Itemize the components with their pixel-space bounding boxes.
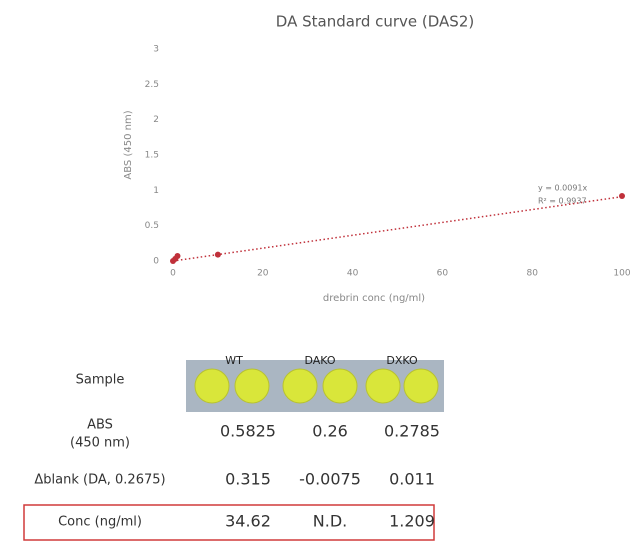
sample-label: DAKO [304,354,335,367]
chart-title: DA Standard curve (DAS2) [276,13,474,31]
cell: 0.011 [389,470,435,489]
cell: N.D. [313,512,347,531]
x-tick-label: 40 [347,269,359,279]
cell: 34.62 [225,512,271,531]
x-tick-label: 60 [437,269,449,279]
cell: -0.0075 [299,470,361,489]
x-tick-label: 80 [526,269,538,279]
row-label: (450 nm) [70,436,130,451]
cell: 0.5825 [220,422,276,441]
cell: 0.2785 [384,422,440,441]
y-tick-label: 0 [153,257,159,267]
sample-label: DXKO [386,354,418,367]
data-point [619,193,625,199]
figure: DA Standard curve (DAS2) drebrin conc (n… [0,0,643,544]
y-tick-label: 1 [153,186,159,196]
row-label: Conc (ng/ml) [58,515,142,530]
annotation: R² = 0.9937 [538,197,587,206]
y-tick-label: 3 [153,45,159,55]
sample-label: WT [225,354,243,367]
x-tick-label: 0 [170,269,176,279]
annotation: y = 0.0091x [538,184,588,193]
y-axis-label: ABS (450 nm) [123,110,134,179]
y-tick-label: 2.5 [145,80,159,90]
well [283,369,317,403]
x-tick-label: 100 [613,269,630,279]
data-point [174,253,180,259]
y-tick-label: 1.5 [145,151,159,161]
row-label: ABS [87,418,113,433]
page: DA Standard curve (DAS2) drebrin conc (n… [0,0,643,544]
cell: 0.26 [312,422,348,441]
cell: 0.315 [225,470,271,489]
row-label: Sample [76,373,125,388]
trendline [173,197,622,261]
well [235,369,269,403]
cell: 1.209 [389,512,435,531]
well [366,369,400,403]
data-point [215,252,221,258]
x-tick-label: 20 [257,269,269,279]
well [195,369,229,403]
x-axis-label: drebrin conc (ng/ml) [323,293,425,304]
well [404,369,438,403]
well [323,369,357,403]
y-tick-label: 2 [153,115,159,125]
y-tick-label: 0.5 [145,221,159,231]
row-label: Δblank (DA, 0.2675) [34,473,165,488]
